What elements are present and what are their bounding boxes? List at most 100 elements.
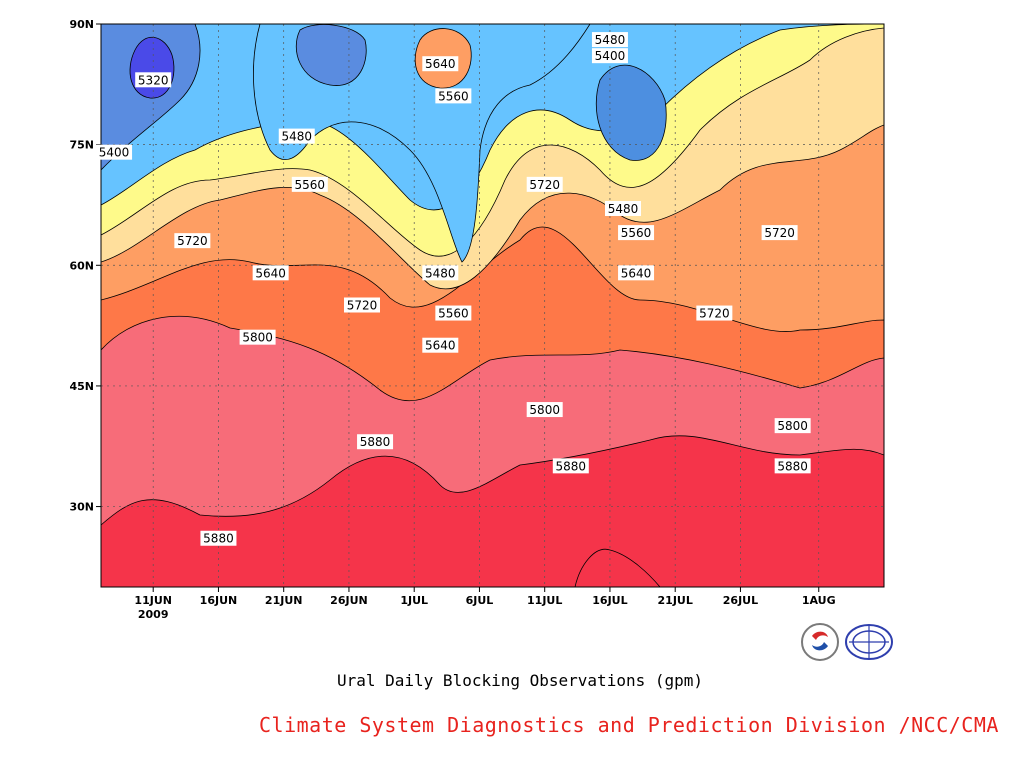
contour-label-text: 5480 xyxy=(425,266,456,280)
contour-label-text: 5720 xyxy=(177,234,208,248)
contour-label-text: 5560 xyxy=(621,226,652,240)
x-tick-label: 26JUN xyxy=(330,594,368,607)
contour-label-bg xyxy=(591,32,628,48)
contour-label: 5400 xyxy=(96,144,133,160)
contour-label: 5640 xyxy=(422,56,459,72)
contour-label: 5720 xyxy=(761,225,798,241)
contour-label-text: 5400 xyxy=(595,49,626,63)
contour-label-text: 5560 xyxy=(438,307,469,321)
contour-label: 5400 xyxy=(591,48,628,64)
contour-label: 5560 xyxy=(291,176,328,192)
contour-label-bg xyxy=(552,458,589,474)
contour-label-bg xyxy=(526,176,563,192)
contour-label: 5480 xyxy=(278,128,315,144)
contour-label: 5800 xyxy=(526,402,563,418)
x-tick-label: 11JUN xyxy=(134,594,172,607)
contour-label: 5720 xyxy=(344,297,380,313)
ncc-logo xyxy=(845,624,893,660)
y-tick-label: 60N xyxy=(69,259,94,272)
contour-label-bg xyxy=(422,265,459,281)
contour-label-text: 5800 xyxy=(242,331,273,345)
contour-label-text: 5640 xyxy=(425,339,456,353)
contour-label-bg xyxy=(174,233,211,249)
contour-label: 5640 xyxy=(252,265,289,281)
contour-label-bg xyxy=(618,225,655,241)
contour-label-bg xyxy=(774,458,811,474)
contour-label-text: 5880 xyxy=(556,459,587,473)
contour-label: 5800 xyxy=(239,329,276,345)
contour-label: 5720 xyxy=(174,233,211,249)
grid-lines xyxy=(101,24,884,587)
x-tick-label: 16JUL xyxy=(592,594,627,607)
contour-label-text: 5880 xyxy=(777,459,808,473)
contour-label-bg xyxy=(526,402,563,418)
contour-label-bg xyxy=(357,434,394,450)
band-above-5880 xyxy=(101,435,884,587)
contour-label-bg xyxy=(278,128,315,144)
plot-frame xyxy=(100,23,885,588)
contour-fill xyxy=(101,24,884,587)
chart-title: Ural Daily Blocking Observations (gpm) xyxy=(336,671,704,690)
contour-label: 5560 xyxy=(435,305,472,321)
contour-label-text: 5720 xyxy=(347,299,378,313)
contour-label-bg xyxy=(422,56,459,72)
contour-label-text: 5640 xyxy=(425,57,456,71)
contour-label-text: 5560 xyxy=(295,178,326,192)
contour-label-bg xyxy=(291,176,328,192)
y-tick-label: 75N xyxy=(69,139,94,152)
contour-label-bg xyxy=(435,305,472,321)
band-above-5880 xyxy=(574,548,661,587)
contour-label-bg xyxy=(618,265,655,281)
contour-label-text: 5640 xyxy=(255,266,286,280)
contour-label-text: 5640 xyxy=(621,266,652,280)
x-tick-label: 11JUL xyxy=(527,594,562,607)
contour-label-text: 5560 xyxy=(438,89,469,103)
contour-label-text: 5400 xyxy=(99,146,130,160)
contour-label: 5880 xyxy=(200,530,237,546)
x-tick-label: 21JUL xyxy=(658,594,693,607)
contour-label-bg xyxy=(591,48,628,64)
contour-label-bg xyxy=(96,144,133,160)
contour-label-text: 5880 xyxy=(360,435,391,449)
y-tick-label: 90N xyxy=(69,18,94,31)
contour-label-bg xyxy=(774,418,811,434)
contour-label: 5480 xyxy=(591,32,628,48)
contour-label-bg xyxy=(605,200,641,216)
contour-label: 5880 xyxy=(774,458,811,474)
contour-label: 5480 xyxy=(422,265,459,281)
contour-label: 5880 xyxy=(552,458,589,474)
contour-label-text: 5480 xyxy=(281,130,312,144)
contour-label: 5480 xyxy=(605,200,641,216)
contour-label: 5560 xyxy=(618,225,655,241)
contour-label: 5720 xyxy=(526,176,563,192)
y-axis: 30N 45N 60N 75N 90N xyxy=(69,18,101,514)
band-below-5320 xyxy=(129,36,175,99)
y-tick-label: 45N xyxy=(69,380,94,393)
contour-label-bg xyxy=(696,305,733,321)
x-tick-sublabel: 2009 xyxy=(138,608,169,621)
contour-label: 5640 xyxy=(618,265,655,281)
x-tick-label: 26JUL xyxy=(723,594,758,607)
bcc-logo xyxy=(801,623,839,661)
contour-label-text: 5880 xyxy=(203,532,234,546)
contour-label-bg xyxy=(252,265,289,281)
contour-label: 5720 xyxy=(696,305,733,321)
contour-label-bg xyxy=(344,297,380,313)
contour-label: 5560 xyxy=(435,88,472,104)
contour-label: 5320 xyxy=(135,72,172,88)
contour-label-bg xyxy=(422,337,459,353)
contour-label-bg xyxy=(200,530,237,546)
credit-line: Climate System Diagnostics and Predictio… xyxy=(259,713,999,737)
x-tick-label: 1JUL xyxy=(400,594,428,607)
x-tick-label: 6JUL xyxy=(466,594,494,607)
contour-label: 5640 xyxy=(422,337,459,353)
contour-label-bg xyxy=(761,225,798,241)
contour-labels: 5320 5400 5480 5560 5720 5640 5720 5800 5880 5880… xyxy=(96,32,811,546)
band-5320 xyxy=(296,24,367,86)
x-tick-label: 21JUN xyxy=(265,594,303,607)
x-tick-label: 1AUG xyxy=(802,594,836,607)
y-tick-label: 30N xyxy=(69,501,94,514)
contour-label-text: 5800 xyxy=(777,419,808,433)
